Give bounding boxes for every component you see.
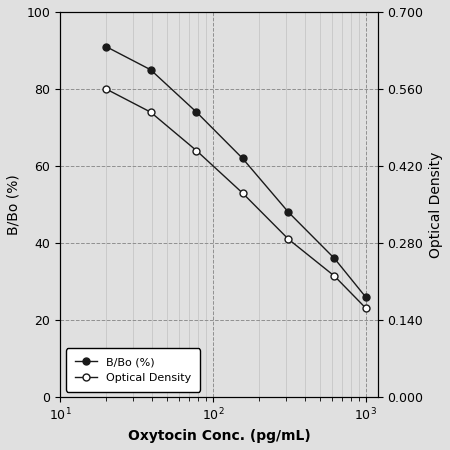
B/Bo (%) [240, 156, 245, 161]
B/Bo (%) [286, 210, 291, 215]
B/Bo (%) [194, 109, 199, 115]
Optical Density [286, 237, 291, 242]
Legend: B/Bo (%), Optical Density: B/Bo (%), Optical Density [66, 348, 200, 392]
X-axis label: Oxytocin Conc. (pg/mL): Oxytocin Conc. (pg/mL) [127, 429, 310, 443]
B/Bo (%) [104, 44, 109, 50]
B/Bo (%) [148, 67, 153, 72]
Optical Density [104, 86, 109, 92]
Optical Density [363, 305, 369, 310]
Y-axis label: Optical Density: Optical Density [429, 151, 443, 258]
Line: Optical Density: Optical Density [103, 86, 369, 311]
Optical Density [332, 274, 337, 279]
Y-axis label: B/Bo (%): B/Bo (%) [7, 174, 21, 235]
Optical Density [240, 190, 245, 196]
B/Bo (%) [363, 294, 369, 300]
Optical Density [194, 148, 199, 153]
Optical Density [148, 109, 153, 115]
Line: B/Bo (%): B/Bo (%) [103, 43, 369, 301]
B/Bo (%) [332, 256, 337, 261]
